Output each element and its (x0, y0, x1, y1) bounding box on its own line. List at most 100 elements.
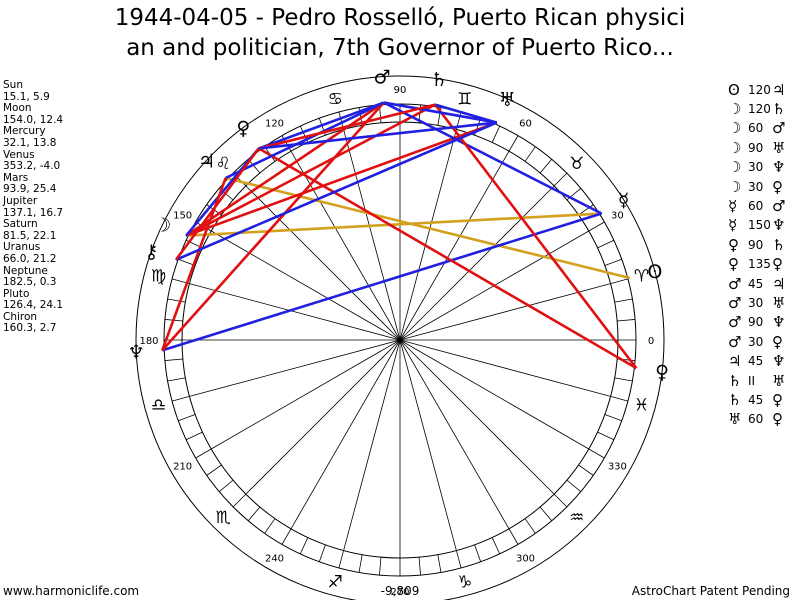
patent-notice: AstroChart Patent Pending (631, 584, 790, 598)
planet-name: Saturn (3, 218, 38, 231)
degree-tick (553, 493, 568, 508)
wheel-spoke (399, 339, 611, 397)
aspect-angle: 60 (748, 412, 764, 427)
aspect-row: ☿ 60 ♂ (728, 196, 792, 215)
aspect-planet-1-glyph: ♀ (728, 255, 739, 274)
planet-name: Mars (3, 171, 29, 184)
degree-tick (597, 431, 615, 441)
aspect-planet-1-glyph: ♂ (728, 332, 742, 351)
planet-values: 93.9, 25.4 (3, 183, 57, 196)
aspect-planet-1-glyph: ☽ (728, 138, 742, 157)
aspect-line (186, 212, 602, 237)
aspect-row: ☽ 30 ♆ (728, 158, 792, 177)
wheel-spoke (290, 151, 401, 341)
planet-name: Mercury (3, 125, 46, 138)
aspect-line (258, 121, 497, 150)
degree-tick (588, 448, 605, 459)
aspect-planet-1-glyph: ☽ (728, 119, 742, 138)
aspect-angle: II (748, 373, 756, 388)
aspect-angle: 60 (748, 121, 764, 136)
zodiac-sign-glyph: ♈ (634, 266, 649, 286)
planet-values: 160.3, 2.7 (3, 322, 57, 335)
aspect-planet-2-glyph: ♆ (772, 352, 786, 371)
degree-label: 330 (608, 462, 627, 473)
aspect-row: ♅ 60 ♀ (728, 410, 792, 429)
aspect-list: ʘ 120 ♃ ☽ 120 ♄ ☽ 60 ♂ ☽ 90 ♅ ☽ 30 ♆ ☽ 30 ♀ ☿ 60 ♂ ☿ 150 ♆ ♀ 90 ♄ ♀… (728, 80, 792, 429)
wheel-spoke (399, 129, 457, 341)
zodiac-sign-glyph: ♓ (634, 396, 649, 416)
degree-tick (167, 377, 186, 382)
planet-values: 32.1, 13.8 (3, 136, 57, 149)
aspect-angle: 135 (748, 257, 771, 272)
aspect-planet-1-glyph: ♄ (728, 390, 742, 409)
website-link[interactable]: www.harmoniclife.com (3, 584, 140, 598)
aspect-planet-1-glyph: ♃ (728, 352, 742, 371)
aspect-planet-2-glyph: ♄ (772, 235, 786, 254)
aspect-line (174, 147, 260, 261)
aspect-planet-2-glyph: ♆ (772, 216, 786, 235)
aspect-line (383, 101, 498, 124)
zodiac-sign-glyph: ♐ (328, 572, 343, 592)
aspect-row: ♄ 45 ♀ (728, 390, 792, 409)
degree-tick (171, 396, 190, 402)
planet-values: 66.0, 21.2 (3, 252, 57, 265)
degree-tick (524, 518, 536, 534)
degree-tick (164, 358, 183, 361)
aspect-planet-1-glyph: ♂ (728, 313, 742, 332)
degree-tick (614, 377, 633, 382)
degree-tick (418, 557, 421, 576)
wheel-spoke (245, 339, 401, 495)
degree-tick (318, 544, 326, 562)
aspect-angle: 30 (748, 179, 764, 194)
degree-tick (178, 414, 196, 422)
wheel-spoke (399, 339, 510, 529)
aspect-planet-2-glyph: ♅ (772, 293, 786, 312)
aspect-planet-2-glyph: ♀ (772, 255, 783, 274)
aspect-line (225, 101, 385, 180)
aspect-angle: 60 (748, 199, 764, 214)
planet-glyph: ♃ (198, 150, 215, 172)
aspect-row: ♄ II ♅ (728, 371, 792, 390)
aspect-row: ♂ 30 ♀ (728, 332, 792, 351)
degree-label: 300 (516, 553, 535, 564)
aspect-angle: 45 (748, 392, 764, 407)
aspect-planet-2-glyph: ♆ (772, 313, 786, 332)
aspect-line (175, 121, 498, 261)
aspect-line (258, 147, 637, 370)
degree-tick (588, 221, 605, 232)
planet-name: Jupiter (3, 194, 38, 207)
degree-tick (195, 448, 212, 459)
aspect-row: ☽ 60 ♂ (728, 119, 792, 138)
zodiac-sign-glyph: ♎ (151, 396, 166, 416)
aspect-angle: 30 (748, 160, 764, 175)
planet-values: 154.0, 12.4 (3, 113, 64, 126)
aspect-row: ♂ 45 ♃ (728, 274, 792, 293)
planet-values: 353.2, -4.0 (3, 160, 61, 173)
aspect-angle: 150 (748, 218, 771, 233)
aspect-line (161, 212, 603, 352)
aspect-line (225, 176, 631, 280)
wheel-spoke (399, 151, 510, 341)
planet-values: 182.5, 0.3 (3, 276, 57, 289)
zodiac-sign-glyph: ♍ (151, 266, 166, 286)
footer-value: -9,809 (380, 584, 420, 598)
aspect-planet-2-glyph: ♃ (772, 274, 786, 293)
degree-tick (553, 172, 568, 187)
aspect-angle: 120 (748, 102, 771, 117)
degree-tick (178, 258, 196, 266)
wheel-outer-ring (135, 75, 665, 600)
aspect-planet-2-glyph: ♃ (772, 80, 786, 99)
aspect-row: ☽ 30 ♀ (728, 177, 792, 196)
degree-label: 30 (611, 211, 624, 222)
degree-tick (456, 550, 462, 569)
aspect-row: ♂ 90 ♆ (728, 313, 792, 332)
aspect-angle: 90 (748, 315, 764, 330)
zodiac-sign-glyph: ♑ (457, 572, 472, 592)
aspect-planet-2-glyph: ♀ (772, 332, 783, 351)
degree-label: 180 (139, 336, 158, 347)
planet-positions-list: Sun 15.1, 5.9 Moon 154.0, 12.4 Mercury 32.1, … (3, 79, 64, 335)
planet-values: 81.5, 22.1 (3, 229, 57, 242)
degree-tick (539, 506, 553, 522)
chart-title-line-1: 1944-04-05 - Pedro Rosselló, Puerto Rica… (114, 5, 686, 31)
